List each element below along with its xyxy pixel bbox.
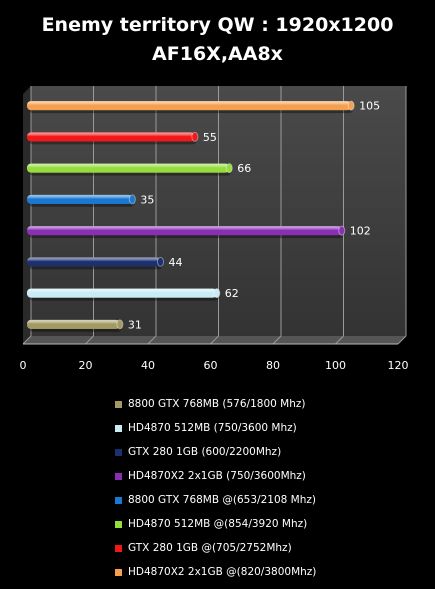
legend-label: HD4870X2 2x1GB @(820/3800Mhz) xyxy=(128,566,317,578)
bar-highlight xyxy=(27,226,342,236)
bar-cap xyxy=(191,131,199,142)
legend-item: 8800 GTX 768MB (576/1800 Mhz) xyxy=(115,392,316,416)
x-tick-label: 100 xyxy=(325,359,346,372)
legend-swatch xyxy=(115,472,122,480)
legend-item: HD4870 512MB (750/3600 Mhz) xyxy=(115,416,316,440)
bar-cap xyxy=(213,288,221,299)
chart-title: Enemy territory QW : 1920x1200 xyxy=(41,14,394,36)
bar: 62 xyxy=(27,287,239,301)
data-label: 105 xyxy=(359,100,380,113)
bar-highlight xyxy=(27,194,133,204)
legend-swatch xyxy=(115,520,122,528)
data-label: 66 xyxy=(237,162,251,175)
bar: 102 xyxy=(27,225,371,239)
legend-item: GTX 280 1GB @(705/2752Mhz) xyxy=(115,536,316,560)
legend-label: GTX 280 1GB @(705/2752Mhz) xyxy=(128,542,292,554)
legend-swatch xyxy=(115,424,122,432)
bar-cap xyxy=(225,163,233,174)
gridline-floor xyxy=(147,335,157,345)
x-tick-label: 0 xyxy=(20,359,27,372)
legend-item: HD4870X2 2x1GB (750/3600Mhz) xyxy=(115,464,316,488)
legend-swatch xyxy=(115,496,122,504)
bar: 55 xyxy=(27,131,217,145)
data-label: 62 xyxy=(225,287,239,300)
legend-label: HD4870 512MB @(854/3920 Mhz) xyxy=(128,518,308,530)
data-label: 31 xyxy=(128,318,142,331)
data-label: 55 xyxy=(203,131,217,144)
legend-item: HD4870X2 2x1GB @(820/3800Mhz) xyxy=(115,560,316,584)
x-tick-label: 120 xyxy=(388,359,409,372)
gridline-floor xyxy=(335,335,344,345)
bar: 31 xyxy=(27,318,142,332)
gridline-floor xyxy=(22,335,32,345)
bar-highlight xyxy=(27,288,217,298)
x-tick-label: 40 xyxy=(141,359,155,372)
legend-label: 8800 GTX 768MB @(653/2108 Mhz) xyxy=(128,494,316,506)
legend: 8800 GTX 768MB (576/1800 Mhz) HD4870 512M… xyxy=(115,392,316,584)
bar-highlight xyxy=(27,319,120,329)
x-tick-label: 80 xyxy=(266,359,280,372)
legend-label: GTX 280 1GB (600/2200Mhz) xyxy=(128,446,282,458)
data-label: 44 xyxy=(169,256,183,269)
legend-swatch xyxy=(115,544,122,552)
gridline-floor xyxy=(210,335,219,345)
bar-highlight xyxy=(27,101,352,111)
bar-chart: 31 62 44 102 35 66 55 105 0 20 40 60 80 100 120 xyxy=(20,86,409,372)
legend-swatch xyxy=(115,568,122,576)
legend-label: HD4870 512MB (750/3600 Mhz) xyxy=(128,422,297,434)
gridline-floor xyxy=(272,335,282,345)
gridline-floor xyxy=(85,335,94,345)
legend-item: HD4870 512MB @(854/3920 Mhz) xyxy=(115,512,316,536)
bar-cap xyxy=(338,225,346,236)
bar: 35 xyxy=(27,193,154,207)
bar-highlight xyxy=(27,257,161,267)
plot-side-wall xyxy=(23,86,31,344)
legend-item: 8800 GTX 768MB @(653/2108 Mhz) xyxy=(115,488,316,512)
bar-cap xyxy=(128,194,136,205)
legend-label: 8800 GTX 768MB (576/1800 Mhz) xyxy=(128,398,306,410)
data-label: 102 xyxy=(350,225,371,238)
legend-item: GTX 280 1GB (600/2200Mhz) xyxy=(115,440,316,464)
x-tick-label: 20 xyxy=(79,359,93,372)
gridline-floor xyxy=(397,335,407,345)
legend-swatch xyxy=(115,448,122,456)
bar-cap xyxy=(347,100,355,111)
bar: 44 xyxy=(27,256,183,270)
x-tick-label: 60 xyxy=(204,359,218,372)
bar-highlight xyxy=(27,163,230,173)
legend-label: HD4870X2 2x1GB (750/3600Mhz) xyxy=(128,470,306,482)
bar-highlight xyxy=(27,132,195,142)
bar: 66 xyxy=(27,162,251,176)
bar-cap xyxy=(116,319,124,330)
data-label: 35 xyxy=(140,193,154,206)
bar: 105 xyxy=(27,100,380,114)
legend-swatch xyxy=(115,400,122,408)
bar-cap xyxy=(157,256,164,267)
chart-subtitle: AF16X,AA8x xyxy=(152,43,283,65)
